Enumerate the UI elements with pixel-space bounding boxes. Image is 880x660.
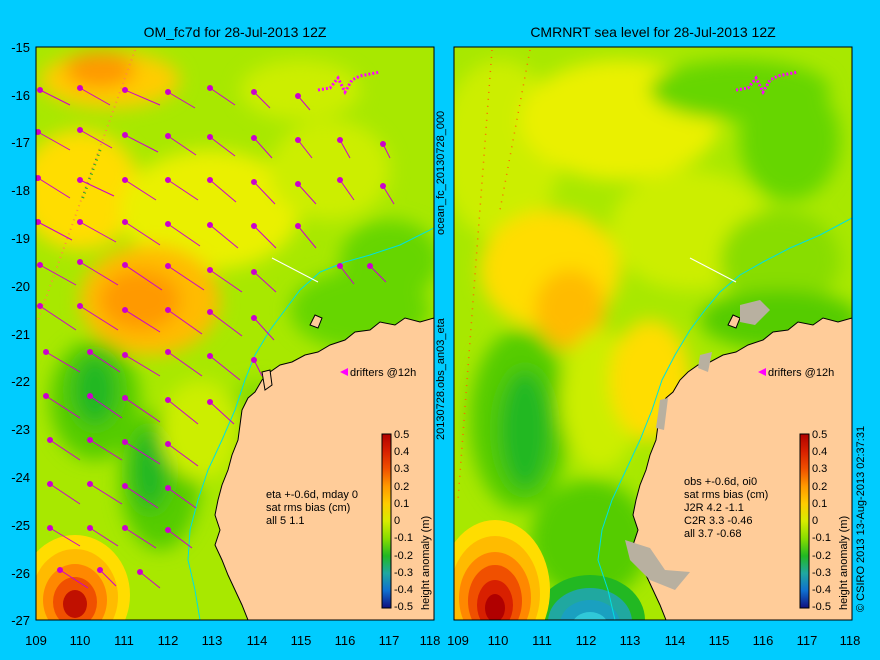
cool-eddy [535, 575, 645, 620]
right-drifters-label: drifters @12h [768, 367, 834, 379]
svg-text:-22: -22 [11, 374, 30, 389]
svg-text:112: 112 [576, 633, 597, 648]
svg-text:110: 110 [488, 633, 509, 648]
left-map [36, 47, 434, 620]
svg-text:-26: -26 [11, 566, 30, 581]
svg-text:0: 0 [812, 515, 818, 527]
warm-eddy-right [454, 520, 550, 620]
svg-text:0.2: 0.2 [812, 481, 827, 493]
svg-text:height anomaly (m): height anomaly (m) [838, 516, 850, 610]
right-map [454, 47, 852, 620]
svg-text:-21: -21 [11, 327, 30, 342]
svg-text:112: 112 [158, 633, 179, 648]
svg-text:0.2: 0.2 [394, 481, 409, 493]
svg-text:-19: -19 [11, 231, 30, 246]
svg-text:113: 113 [620, 633, 641, 648]
svg-text:-25: -25 [11, 518, 30, 533]
svg-text:0.5: 0.5 [394, 429, 409, 441]
right-stats-line-3: C2R 3.3 -0.46 [684, 515, 752, 527]
right-title: CMRNRT sea level for 28-Jul-2013 12Z [530, 24, 776, 40]
left-title: OM_fc7d for 28-Jul-2013 12Z [144, 24, 327, 40]
x-axis-labels-left: 109 110 111 112 113 114 115 116 117 118 [25, 633, 440, 648]
svg-text:-24: -24 [11, 470, 30, 485]
left-drifters-label: drifters @12h [350, 367, 416, 379]
svg-text:-0.1: -0.1 [812, 532, 831, 544]
svg-text:0.4: 0.4 [394, 446, 409, 458]
left-side-label-2: ocean_fc_20130728_000 [435, 111, 447, 235]
svg-text:-20: -20 [11, 279, 30, 294]
svg-text:-0.4: -0.4 [394, 584, 413, 596]
svg-text:117: 117 [797, 633, 818, 648]
y-axis-labels: -15 -16 -17 -18 -19 -20 -21 -22 -23 -24 … [11, 40, 30, 628]
svg-text:-0.2: -0.2 [812, 550, 831, 562]
svg-text:0.5: 0.5 [812, 429, 827, 441]
svg-text:114: 114 [665, 633, 686, 648]
svg-text:-0.1: -0.1 [394, 532, 413, 544]
copyright-label: © CSIRO 2013 13-Aug-2013 02:37:31 [855, 426, 867, 612]
left-stats-line-0: eta +-0.6d, mday 0 [266, 489, 358, 501]
svg-text:-17: -17 [11, 135, 30, 150]
right-stats-line-2: J2R 4.2 -1.1 [684, 502, 744, 514]
svg-text:111: 111 [114, 633, 134, 648]
velocity-arrows [36, 85, 395, 589]
svg-text:116: 116 [335, 633, 356, 648]
svg-text:109: 109 [25, 633, 47, 648]
svg-text:114: 114 [247, 633, 268, 648]
svg-text:-0.2: -0.2 [394, 550, 413, 562]
svg-text:-23: -23 [11, 422, 30, 437]
svg-text:113: 113 [202, 633, 223, 648]
land-australia [214, 317, 434, 620]
left-stats-line-1: sat rms bias (cm) [266, 502, 350, 514]
svg-text:-0.3: -0.3 [812, 567, 831, 579]
svg-text:0.4: 0.4 [812, 446, 827, 458]
svg-text:115: 115 [291, 633, 312, 648]
svg-text:0.3: 0.3 [812, 463, 827, 475]
right-colorbar: 0.5 0.4 0.3 0.2 0.1 0 -0.1 -0.2 -0.3 -0.… [799, 429, 850, 613]
svg-text:-16: -16 [11, 88, 30, 103]
svg-text:115: 115 [709, 633, 730, 648]
x-axis-labels-right: 109 110 111 112 113 114 115 116 117 118 [447, 633, 860, 648]
svg-text:0.1: 0.1 [394, 498, 409, 510]
left-side-label: 20130728.obs_an03_eta [435, 317, 447, 440]
svg-text:116: 116 [753, 633, 774, 648]
svg-text:-0.3: -0.3 [394, 567, 413, 579]
right-stats-line-1: sat rms bias (cm) [684, 489, 768, 501]
svg-text:117: 117 [379, 633, 400, 648]
svg-text:height anomaly (m): height anomaly (m) [420, 516, 432, 610]
svg-text:0: 0 [394, 515, 400, 527]
svg-text:-0.5: -0.5 [394, 601, 413, 613]
svg-text:-18: -18 [11, 183, 30, 198]
svg-text:-0.5: -0.5 [812, 601, 831, 613]
svg-text:0.3: 0.3 [394, 463, 409, 475]
svg-text:-0.4: -0.4 [812, 584, 831, 596]
svg-text:110: 110 [70, 633, 91, 648]
svg-text:111: 111 [532, 633, 552, 648]
svg-text:-15: -15 [11, 40, 30, 55]
svg-text:118: 118 [420, 633, 441, 648]
svg-text:0.1: 0.1 [812, 498, 827, 510]
left-stats-line-2: all 5 1.1 [266, 515, 305, 527]
svg-text:118: 118 [840, 633, 861, 648]
right-stats-line-4: all 3.7 -0.68 [684, 528, 741, 540]
warm-eddy [36, 535, 130, 620]
right-stats-line-0: obs +-0.6d, oi0 [684, 476, 757, 488]
svg-text:109: 109 [447, 633, 469, 648]
svg-text:-27: -27 [11, 613, 30, 628]
left-colorbar: 0.5 0.4 0.3 0.2 0.1 0 -0.1 -0.2 -0.3 -0.… [381, 429, 432, 613]
